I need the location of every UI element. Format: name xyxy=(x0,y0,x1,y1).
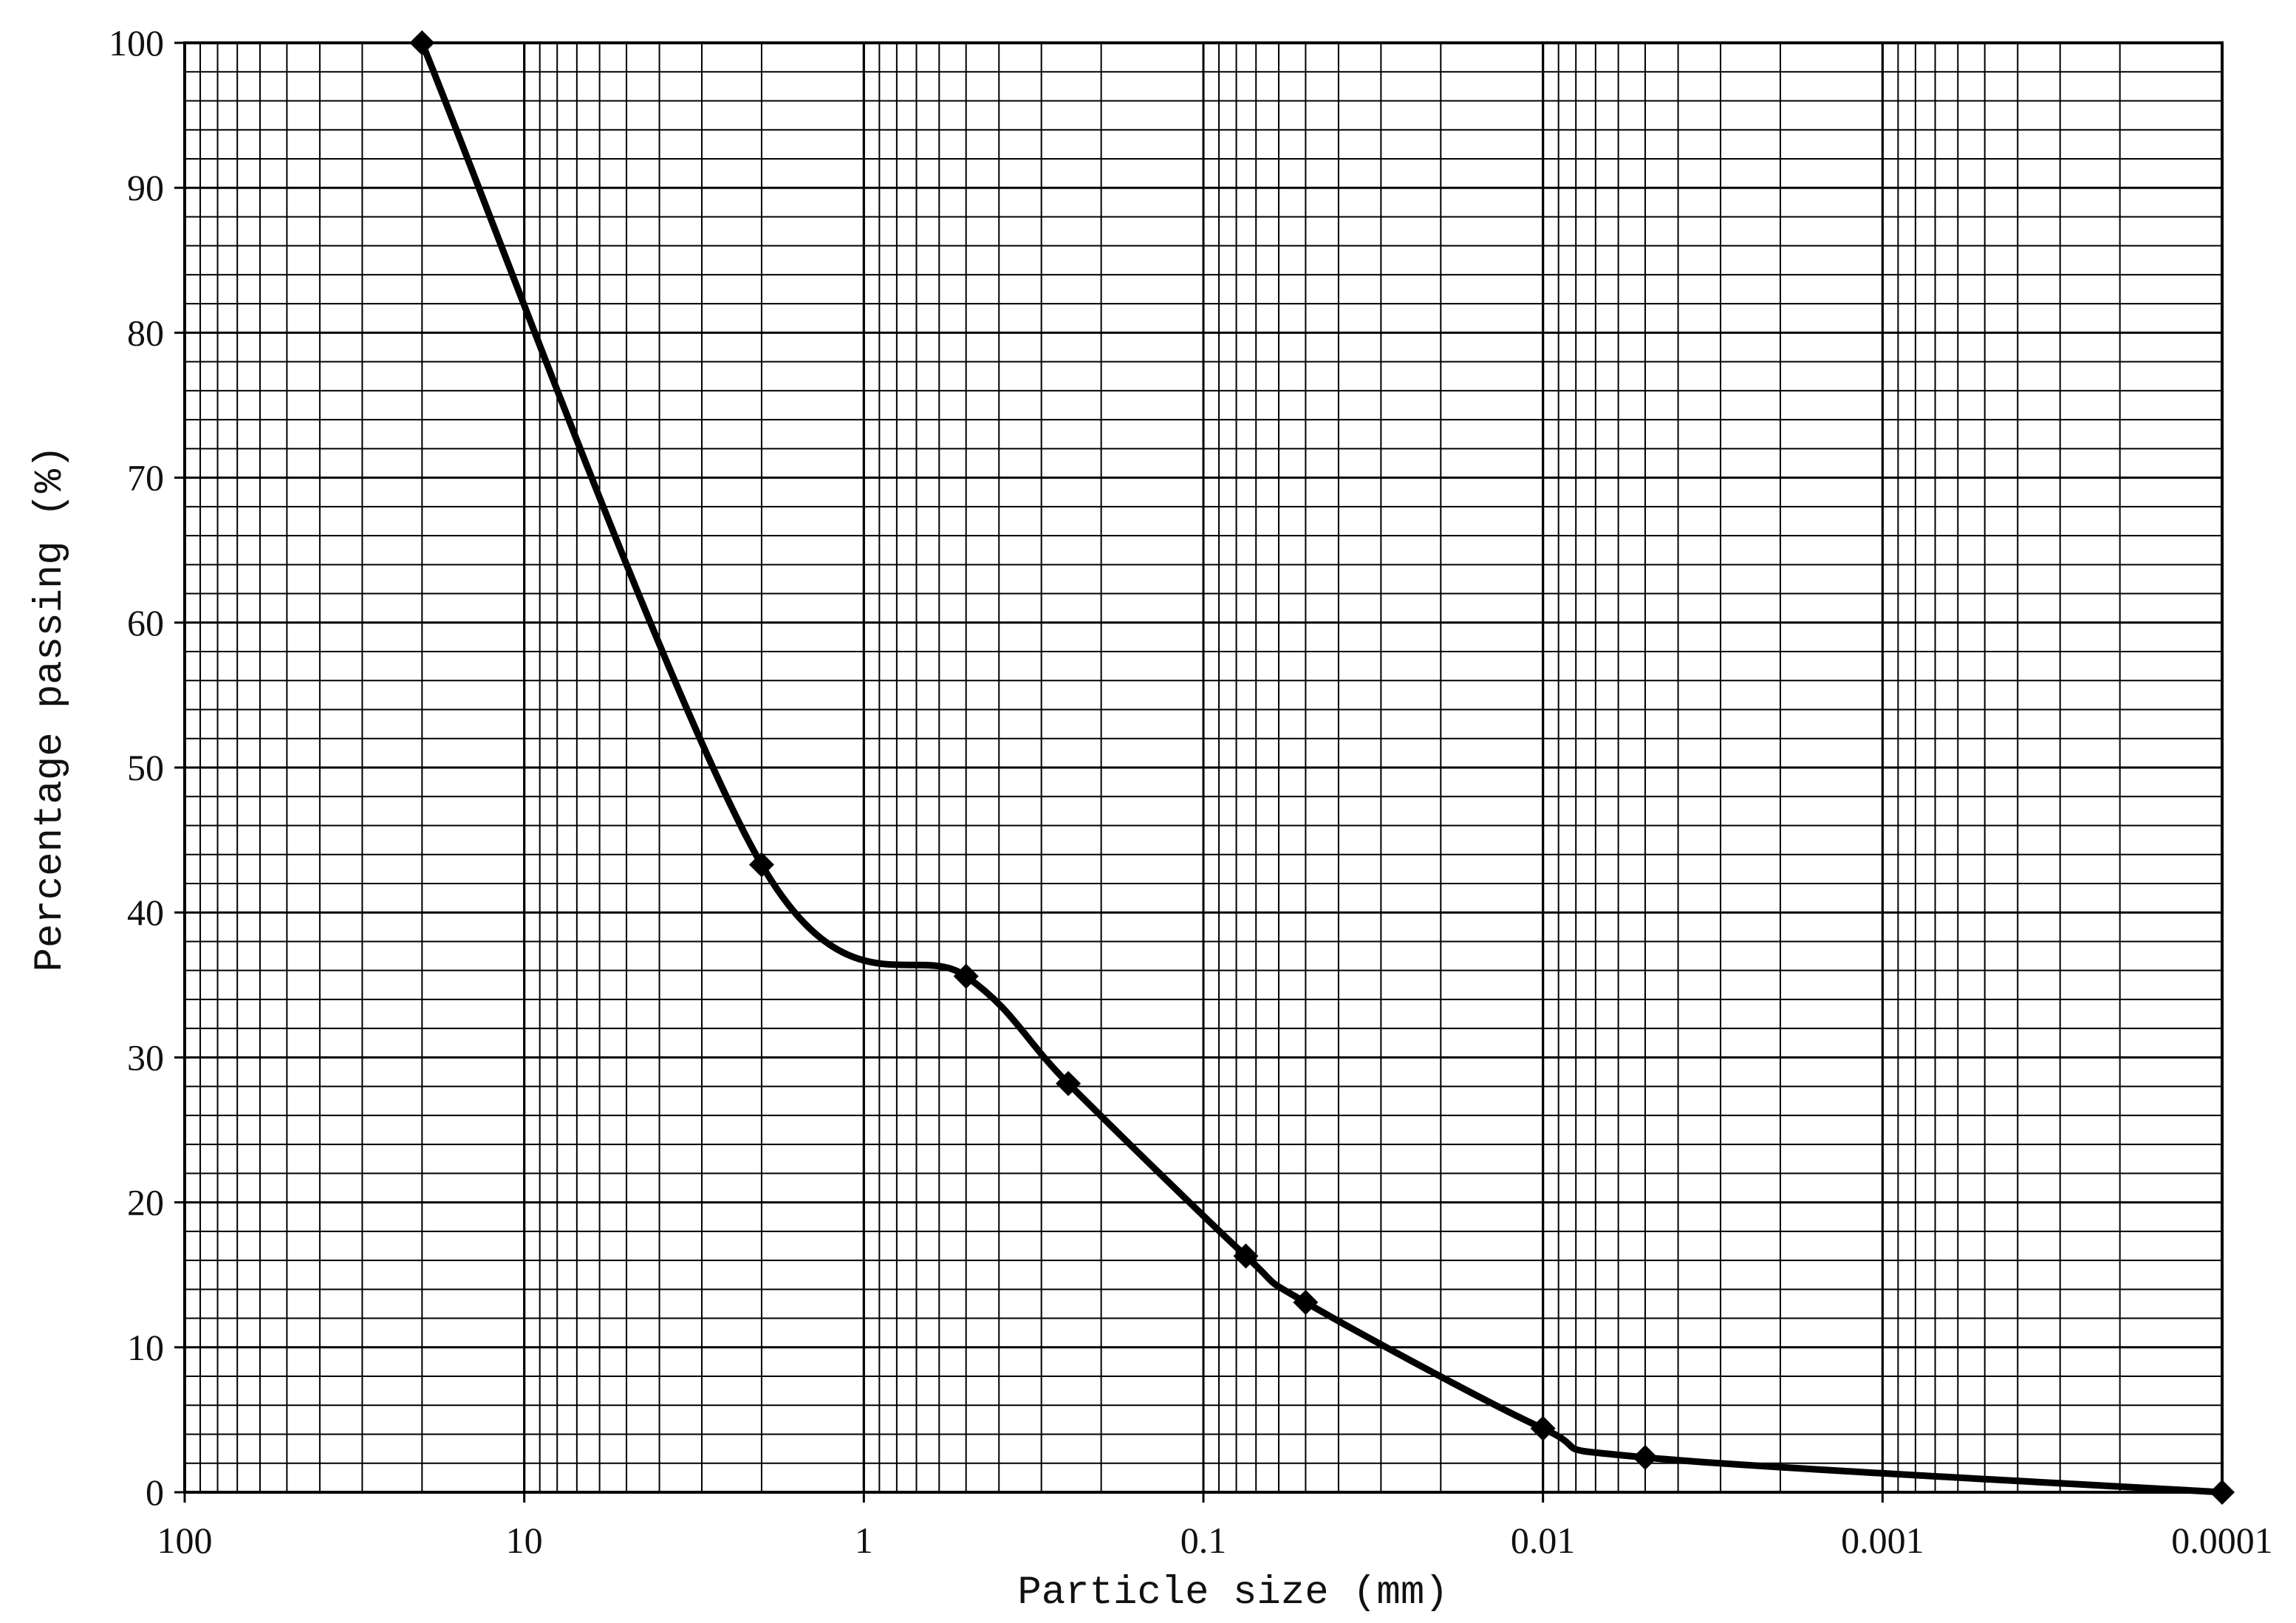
data-point-marker xyxy=(1530,1415,1556,1441)
data-point-marker xyxy=(1056,1070,1082,1096)
tick-labels: 100 10 1 0.1 0.01 0.001 0.0001 0 10 20 30 40 50 60 70 8… xyxy=(109,22,2273,1561)
y-tick-label: 30 xyxy=(127,1036,164,1078)
y-tick-label: 50 xyxy=(127,747,164,788)
y-tick-label: 80 xyxy=(127,312,164,353)
x-tick-label: 0.01 xyxy=(1511,1520,1576,1561)
y-tick-label: 20 xyxy=(127,1182,164,1223)
x-tick-label: 1 xyxy=(855,1520,873,1561)
data-point-marker xyxy=(748,852,774,878)
y-tick-label: 100 xyxy=(109,22,164,64)
x-tick-label: 0.1 xyxy=(1181,1520,1227,1561)
y-tick-label: 70 xyxy=(127,457,164,499)
y-tick-label: 90 xyxy=(127,167,164,208)
x-tick-label: 10 xyxy=(506,1520,543,1561)
x-tick-label: 0.001 xyxy=(1841,1520,1924,1561)
x-tick-label: 0.0001 xyxy=(2171,1520,2273,1561)
grid xyxy=(183,41,2224,1494)
x-axis-title: Particle size (mm) xyxy=(1017,1571,1448,1616)
data-point-marker xyxy=(1293,1289,1319,1315)
y-axis-title: Percentage passing (%) xyxy=(28,445,73,972)
data-point-marker xyxy=(1633,1444,1658,1470)
y-tick-label: 60 xyxy=(127,602,164,643)
y-tick-label: 40 xyxy=(127,892,164,933)
data-point-marker xyxy=(1233,1243,1259,1269)
y-tick-label: 0 xyxy=(146,1472,164,1513)
data-point-marker xyxy=(409,30,435,55)
x-tick-label: 100 xyxy=(157,1520,213,1561)
data-point-marker xyxy=(953,963,979,989)
y-tick-label: 10 xyxy=(127,1327,164,1368)
